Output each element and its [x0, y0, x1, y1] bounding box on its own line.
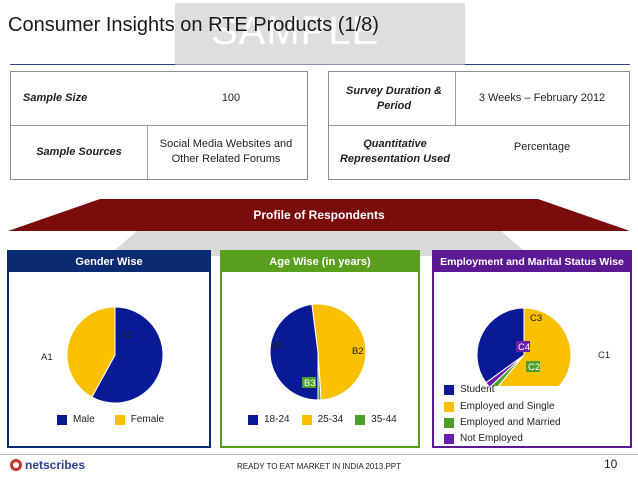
legend-label-18-24: 18-24 [264, 414, 290, 425]
legend-swatch-employed-married [444, 417, 454, 428]
legend-swatch-employed-single [444, 401, 454, 412]
legend-item-not-employed: Not Employed [444, 433, 523, 444]
pie-label-b2: B2 [352, 346, 364, 357]
legend-label-25-34: 25-34 [317, 414, 344, 425]
employment-panel: Employment and Marital Status Wise C1 C2 C… [432, 250, 632, 448]
employment-pie-chart: C1 C2 C4 C3 [476, 307, 610, 386]
pie-label-a2: A2 [121, 330, 133, 341]
legend-label-employed-single: Employed and Single [460, 401, 555, 412]
netscribes-logo: netscribes [10, 457, 85, 473]
pie-slice-a2 [66, 306, 116, 398]
page-number: 10 [604, 457, 618, 471]
pie-label-b3: B3 [304, 378, 316, 389]
gender-pie-chart: A1 A2 [41, 306, 164, 404]
watermark-text: SAMPLE [211, 9, 380, 53]
gender-panel-header: Gender Wise [9, 252, 209, 272]
info-table-left: Sample Size 100 Sample Sources Social Me… [10, 71, 308, 180]
legend-swatch-female [114, 414, 125, 425]
profile-banner-label: Profile of Respondents [253, 208, 385, 222]
pie-label-c4: C4 [518, 342, 530, 353]
sample-size-label: Sample Size [23, 92, 88, 104]
gender-panel: Gender Wise A1 A2 Male Female [7, 250, 211, 448]
legend-swatch-18-24 [248, 414, 258, 425]
legend-label-female: Female [130, 414, 165, 425]
pie-slice-b1 [269, 303, 319, 401]
footer-divider [0, 454, 638, 455]
pie-slice-c1 [497, 307, 572, 386]
quantitative-representation-value: Percentage [513, 140, 571, 153]
survey-duration-value: 3 Weeks – February 2012 [478, 92, 606, 104]
pie-label-a1: A1 [41, 352, 53, 363]
pie-label-bg-c2 [526, 361, 540, 372]
legend-item-employed-single: Employed and Single [444, 401, 555, 412]
page-title: Consumer Insights on RTE Products (1/8) [8, 14, 379, 36]
legend-swatch-student [444, 384, 454, 395]
netscribes-logo-text: netscribes [25, 458, 86, 472]
survey-duration-label: Survey Duration & Period [346, 84, 442, 112]
pie-label-c2: C2 [528, 362, 540, 373]
sample-sources-value: Social Media Websites and Other Related … [159, 138, 293, 165]
legend-item-student: Student [444, 384, 494, 395]
legend-label-35-44: 35-44 [371, 414, 397, 425]
legend-swatch-male [57, 414, 67, 425]
age-legend: 18-24 25-34 35-44 [248, 414, 397, 425]
pie-label-b1: B1 [272, 340, 284, 351]
sample-sources-label: Sample Sources [36, 145, 122, 158]
pie-slice-b3 [317, 351, 322, 401]
pie-slice-b2 [311, 303, 367, 401]
legend-swatch-not-employed [444, 433, 454, 444]
legend-label-student: Student [460, 384, 495, 395]
legend-swatch-25-34 [301, 414, 312, 425]
info-table-right: Survey Duration & Period 3 Weeks – Febru… [328, 71, 630, 180]
profile-banner-text-wrap: Profile of Respondents [8, 199, 630, 231]
employment-panel-header: Employment and Marital Status Wise [434, 252, 630, 272]
sample-size-value: 100 [221, 92, 241, 104]
age-panel-header: Age Wise (in years) [222, 252, 418, 272]
pie-slice-a1 [91, 306, 164, 404]
age-pie-chart: B1 B2 B3 [269, 303, 367, 401]
pie-label-bg-c4 [516, 341, 530, 352]
quantitative-representation-label: Quantitative Representation Used [339, 138, 451, 165]
legend-swatch-35-44 [355, 414, 366, 425]
footer-filename: READY TO EAT MARKET IN INDIA 2013.PPT [236, 462, 402, 471]
pie-slice-c3 [476, 307, 525, 384]
legend-label-employed-married: Employed and Married [460, 417, 561, 428]
legend-label-male: Male [73, 414, 95, 425]
legend-item-employed-married: Employed and Married [444, 417, 561, 428]
profile-banner [8, 199, 630, 231]
sample-watermark: SAMPLE [175, 3, 465, 65]
pie-label-c3: C3 [530, 313, 542, 324]
legend-label-not-employed: Not Employed [460, 433, 523, 444]
pie-label-c1: C1 [598, 350, 610, 361]
age-panel: Age Wise (in years) B1 B2 B3 18-24 25-34 3… [220, 250, 420, 448]
gender-legend: Male Female [57, 414, 164, 425]
netscribes-logo-icon [10, 459, 22, 471]
pie-label-bg-b3 [302, 377, 316, 388]
